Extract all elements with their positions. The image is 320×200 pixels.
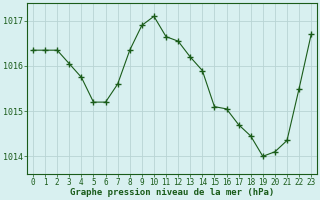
X-axis label: Graphe pression niveau de la mer (hPa): Graphe pression niveau de la mer (hPa) (70, 188, 274, 197)
